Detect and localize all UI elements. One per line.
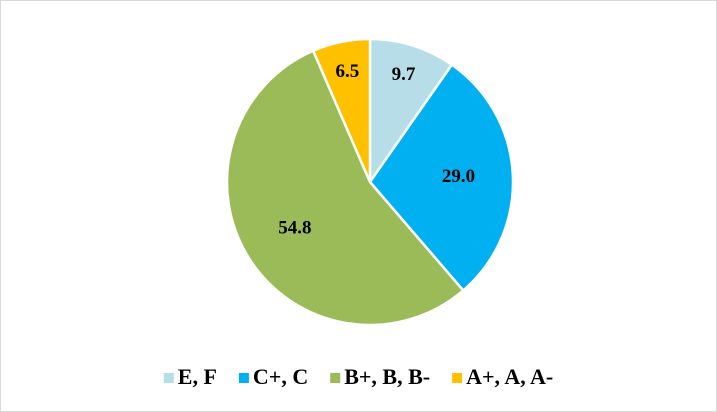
pie-slice (368, 63, 515, 293)
legend-label: C+, C (253, 364, 308, 389)
data-label: 6.5 (336, 61, 360, 82)
pie-slice (225, 49, 465, 327)
legend-swatch (452, 373, 463, 383)
legend-swatch (163, 373, 174, 383)
pie-slice (311, 37, 372, 183)
legend-label: E, F (178, 364, 217, 389)
legend-label: B+, B, B- (344, 364, 430, 389)
pie-slice (368, 37, 454, 186)
data-label: 29.0 (442, 166, 475, 187)
data-label: 9.7 (392, 64, 416, 85)
legend-swatch (330, 373, 341, 383)
data-label: 54.8 (278, 217, 311, 238)
legend-swatch (238, 373, 249, 383)
legend-label: A+, A, A- (466, 364, 553, 389)
